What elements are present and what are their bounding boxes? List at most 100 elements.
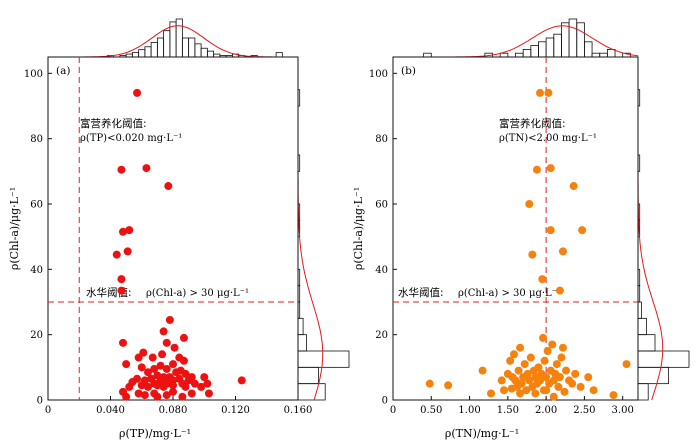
data-point xyxy=(584,373,593,382)
data-point xyxy=(144,382,152,391)
y-tick-label: 80 xyxy=(30,134,43,145)
data-point xyxy=(578,226,587,235)
data-point xyxy=(516,343,525,352)
top-histogram-bar xyxy=(206,50,215,58)
data-point xyxy=(134,353,143,362)
bloom-threshold-value: ρ(Chl-a) > 30 μg·L⁻¹ xyxy=(146,288,249,299)
data-point xyxy=(522,386,531,395)
data-point xyxy=(119,338,127,347)
top-histogram-bar xyxy=(499,52,509,58)
right-histogram-bar xyxy=(297,366,319,385)
y-tick-label: 0 xyxy=(37,396,43,407)
y-tick-label: 20 xyxy=(30,330,43,341)
data-point xyxy=(571,369,580,378)
right-histogram-bar xyxy=(297,383,326,401)
data-point xyxy=(119,227,127,236)
data-point xyxy=(125,382,134,391)
data-point xyxy=(576,382,585,391)
y-tick-label: 100 xyxy=(369,69,388,80)
y-tick-label: 80 xyxy=(375,134,388,145)
y-tick-label: 60 xyxy=(30,200,43,211)
top-histogram-bar xyxy=(275,52,283,58)
data-point xyxy=(184,376,193,385)
x-tick-label: 0.160 xyxy=(284,405,313,416)
y-axis-label: ρ(Chl-a)/μg·L⁻¹ xyxy=(352,187,365,270)
top-histogram-bar xyxy=(538,41,547,58)
data-point xyxy=(528,250,537,259)
top-histogram-bar xyxy=(144,46,152,58)
data-point xyxy=(197,382,206,391)
panel-label: (a) xyxy=(56,65,70,77)
top-histogram-bar xyxy=(181,37,190,58)
x-tick-label: 1.50 xyxy=(497,405,519,416)
data-point xyxy=(507,384,516,393)
data-point xyxy=(549,376,558,385)
data-point xyxy=(164,182,173,191)
data-point xyxy=(555,373,564,382)
top-histogram-bar xyxy=(156,37,165,58)
y-tick-label: 60 xyxy=(375,200,388,211)
y-tick-label: 40 xyxy=(30,265,43,276)
data-point xyxy=(558,343,567,352)
data-point xyxy=(549,392,558,401)
right-histogram-bar xyxy=(297,350,350,368)
data-point xyxy=(526,353,535,362)
data-point xyxy=(170,343,179,352)
data-point xyxy=(181,382,190,391)
x-axis-label: ρ(TN)/mg·L⁻¹ xyxy=(445,427,519,440)
data-point xyxy=(516,389,525,398)
top-histogram-bar xyxy=(591,52,601,58)
data-point xyxy=(500,386,509,395)
top-density-curve xyxy=(393,25,639,58)
x-tick-label: 0.080 xyxy=(159,405,188,416)
data-point xyxy=(162,391,171,400)
data-point xyxy=(546,226,555,235)
data-point xyxy=(117,165,126,174)
data-point xyxy=(536,376,544,385)
top-histogram-bar xyxy=(188,37,196,58)
y-tick-label: 100 xyxy=(24,69,43,80)
data-point xyxy=(169,381,177,390)
data-point xyxy=(133,88,142,97)
data-point xyxy=(531,389,540,398)
data-point xyxy=(156,361,165,370)
data-point xyxy=(150,364,159,373)
data-point xyxy=(509,350,518,359)
right-histogram-bar xyxy=(637,301,642,319)
data-point xyxy=(589,386,598,395)
data-point xyxy=(148,353,157,362)
data-point xyxy=(237,376,246,385)
data-point xyxy=(123,247,132,256)
x-tick-label: 2.00 xyxy=(535,405,557,416)
bloom-threshold-title: 水华阈值: xyxy=(398,286,444,299)
data-point xyxy=(497,376,506,385)
data-point xyxy=(200,373,209,382)
data-point xyxy=(169,387,177,396)
top-histogram-bar xyxy=(131,52,140,58)
data-point xyxy=(203,379,212,388)
data-point xyxy=(538,275,547,284)
data-point xyxy=(165,315,174,324)
x-tick-label: 2.50 xyxy=(573,405,595,416)
data-point xyxy=(144,368,152,377)
data-point xyxy=(444,381,453,390)
data-point xyxy=(137,363,146,372)
y-tick-label: 20 xyxy=(375,330,388,341)
data-point xyxy=(554,382,563,391)
y-tick-label: 0 xyxy=(382,396,388,407)
data-point xyxy=(540,356,549,365)
data-point xyxy=(425,379,434,388)
eutrophication-threshold-value: ρ(TP)<0.020 mg·L⁻¹ xyxy=(80,133,182,144)
bloom-threshold-value: ρ(Chl-a) > 30 μg·L⁻¹ xyxy=(458,288,561,299)
data-point xyxy=(478,366,487,375)
data-point xyxy=(162,364,171,373)
data-point xyxy=(544,88,553,97)
top-histogram-bar xyxy=(599,52,608,58)
data-point xyxy=(190,379,199,388)
right-density-curve xyxy=(297,57,324,401)
x-axis-label: ρ(TP)/mg·L⁻¹ xyxy=(119,427,191,440)
data-point xyxy=(172,368,181,377)
x-tick-label: 0 xyxy=(390,405,396,416)
top-histogram-bar xyxy=(606,49,616,58)
top-histogram-bar xyxy=(200,47,208,58)
